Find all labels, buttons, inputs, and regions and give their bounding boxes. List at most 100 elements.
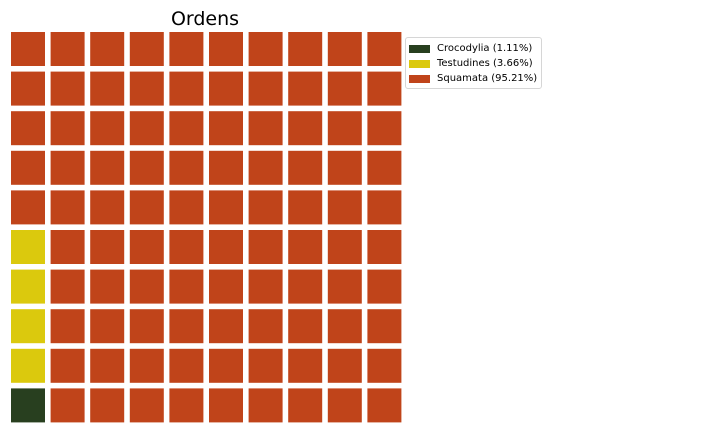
legend-item-testudines: Testudines (3.66%) (409, 56, 537, 71)
waffle-square-squamata (209, 230, 243, 264)
legend: Crocodylia (1.11%) Testudines (3.66%) Sq… (405, 37, 543, 89)
waffle-square-squamata (288, 269, 323, 304)
waffle-square-crocodylia (11, 388, 45, 423)
waffle-square-squamata (327, 388, 362, 423)
waffle-square-squamata (50, 190, 85, 225)
waffle-square-squamata (90, 388, 125, 423)
waffle-square-squamata (248, 388, 283, 423)
waffle-square-squamata (90, 269, 125, 304)
waffle-square-squamata (129, 111, 164, 146)
waffle-square-squamata (367, 111, 402, 146)
waffle-square-squamata (327, 32, 362, 66)
waffle-square-squamata (209, 150, 243, 185)
waffle-square-squamata (327, 230, 362, 264)
waffle-square-squamata (169, 32, 204, 66)
waffle-square-squamata (209, 269, 243, 304)
waffle-square-squamata (367, 32, 402, 66)
waffle-square-testudines (11, 309, 45, 344)
legend-swatch-testudines (409, 59, 430, 68)
waffle-square-squamata (129, 269, 164, 304)
waffle-square-squamata (327, 71, 362, 106)
waffle-square-squamata (169, 230, 204, 264)
waffle-square-squamata (248, 230, 283, 264)
waffle-square-testudines (11, 230, 45, 264)
waffle-square-squamata (90, 348, 125, 383)
waffle-square-squamata (327, 269, 362, 304)
waffle-square-squamata (248, 190, 283, 225)
waffle-square-squamata (248, 269, 283, 304)
waffle-square-squamata (169, 348, 204, 383)
waffle-square-squamata (367, 190, 402, 225)
waffle-square-squamata (11, 32, 45, 66)
waffle-square-squamata (129, 388, 164, 423)
waffle-square-squamata (90, 309, 125, 344)
waffle-square-squamata (129, 230, 164, 264)
waffle-square-squamata (288, 190, 323, 225)
waffle-square-squamata (288, 111, 323, 146)
waffle-square-squamata (209, 32, 243, 66)
waffle-square-squamata (169, 269, 204, 304)
waffle-square-squamata (129, 32, 164, 66)
waffle-square-squamata (248, 348, 283, 383)
waffle-square-squamata (209, 71, 243, 106)
waffle-square-squamata (129, 150, 164, 185)
waffle-square-squamata (327, 150, 362, 185)
waffle-square-squamata (367, 71, 402, 106)
waffle-square-squamata (129, 190, 164, 225)
waffle-square-squamata (288, 32, 323, 66)
waffle-square-squamata (288, 388, 323, 423)
waffle-square-squamata (50, 230, 85, 264)
waffle-square-squamata (209, 388, 243, 423)
waffle-square-squamata (50, 269, 85, 304)
waffle-square-squamata (129, 309, 164, 344)
waffle-square-squamata (169, 388, 204, 423)
waffle-square-squamata (11, 150, 45, 185)
waffle-square-squamata (169, 190, 204, 225)
waffle-square-testudines (11, 348, 45, 383)
waffle-square-squamata (169, 309, 204, 344)
waffle-square-squamata (50, 388, 85, 423)
waffle-square-squamata (367, 348, 402, 383)
waffle-square-squamata (90, 150, 125, 185)
waffle-square-squamata (248, 32, 283, 66)
waffle-square-squamata (90, 32, 125, 66)
waffle-square-squamata (288, 348, 323, 383)
waffle-square-squamata (327, 190, 362, 225)
waffle-square-squamata (288, 71, 323, 106)
waffle-square-squamata (367, 388, 402, 423)
waffle-square-squamata (50, 309, 85, 344)
waffle-square-squamata (129, 71, 164, 106)
waffle-square-squamata (90, 111, 125, 146)
waffle-square-squamata (209, 348, 243, 383)
legend-label-crocodylia: Crocodylia (1.11%) (437, 43, 533, 54)
waffle-square-squamata (248, 71, 283, 106)
waffle-square-squamata (367, 150, 402, 185)
waffle-square-squamata (367, 269, 402, 304)
waffle-square-squamata (209, 190, 243, 225)
waffle-square-squamata (288, 150, 323, 185)
waffle-square-squamata (367, 230, 402, 264)
waffle-square-testudines (11, 269, 45, 304)
chart-title: Ordens (170, 8, 240, 30)
waffle-square-squamata (90, 71, 125, 106)
waffle-square-squamata (50, 348, 85, 383)
waffle-square-squamata (169, 150, 204, 185)
waffle-square-squamata (288, 309, 323, 344)
waffle-square-squamata (327, 348, 362, 383)
waffle-square-squamata (50, 71, 85, 106)
legend-item-crocodylia: Crocodylia (1.11%) (409, 41, 537, 56)
waffle-square-squamata (367, 309, 402, 344)
waffle-square-squamata (129, 348, 164, 383)
waffle-square-squamata (90, 230, 125, 264)
legend-swatch-squamata (409, 74, 430, 83)
waffle-square-squamata (248, 111, 283, 146)
waffle-square-squamata (50, 32, 85, 66)
legend-swatch-crocodylia (409, 44, 430, 53)
legend-label-squamata: Squamata (95.21%) (437, 73, 538, 84)
legend-item-squamata: Squamata (95.21%) (409, 71, 537, 86)
waffle-square-squamata (327, 111, 362, 146)
waffle-square-squamata (169, 111, 204, 146)
waffle-square-squamata (327, 309, 362, 344)
waffle-square-squamata (209, 111, 243, 146)
